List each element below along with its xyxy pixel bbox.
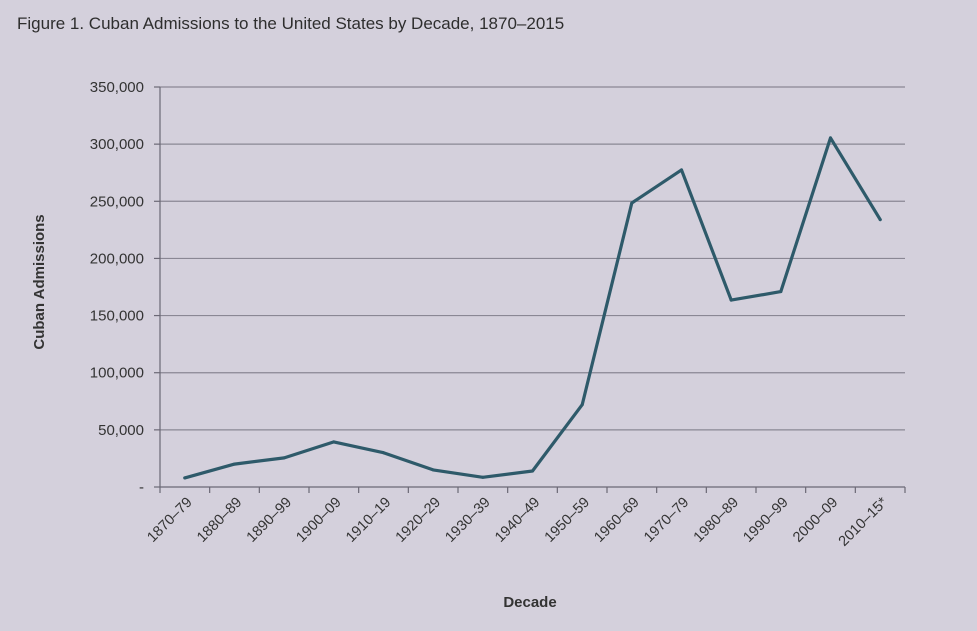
data-point (233, 462, 236, 466)
y-axis-title: Cuban Admissions (31, 214, 48, 349)
y-tick-label: 150,000 (90, 308, 144, 325)
data-point (829, 136, 832, 140)
y-tick-label: 250,000 (90, 193, 144, 210)
x-tick-label: 1910–19 (343, 495, 394, 546)
x-tick-label: 1980–89 (691, 495, 742, 546)
x-tick-label: 1930–39 (442, 495, 493, 546)
x-tick-label: 1870–79 (144, 495, 195, 546)
y-tick-label: 350,000 (90, 79, 144, 96)
x-tick-label: 1950–59 (542, 495, 593, 546)
data-point (282, 456, 286, 460)
x-tick-label: 1900–09 (293, 495, 344, 546)
x-tick-label: 1990–99 (740, 495, 791, 546)
data-point (183, 476, 187, 480)
x-tick-label: 1890–99 (244, 495, 295, 546)
data-point (332, 440, 336, 444)
x-tick-label: 1920–29 (393, 495, 444, 546)
data-point (729, 298, 733, 302)
data-point (382, 451, 385, 455)
x-tick-label: 1940–49 (492, 495, 543, 546)
data-point (630, 201, 634, 205)
y-tick-label: 200,000 (90, 250, 144, 267)
data-point (580, 403, 584, 407)
x-tick-label: 1970–79 (641, 495, 692, 546)
x-tick-label: 2000–09 (790, 495, 841, 546)
x-tick-label: 1960–69 (591, 495, 642, 546)
figure-title: Figure 1. Cuban Admissions to the United… (17, 14, 565, 33)
data-point (531, 469, 534, 473)
x-tick-labels: 1870–791880–891890–991900–091910–191920–… (144, 494, 891, 549)
y-tick-label: 300,000 (90, 136, 144, 153)
y-tick-label: - (139, 479, 144, 496)
axes (154, 86, 906, 493)
series-line (183, 136, 882, 480)
y-tick-labels: - 50,000 100,000 150,000 200,000 250,000 300,0… (90, 79, 144, 496)
x-tick-label: 1880–89 (194, 495, 245, 546)
x-axis-title: Decade (503, 594, 556, 611)
data-point (779, 290, 783, 294)
data-point (680, 168, 683, 172)
data-point (481, 475, 485, 479)
series (183, 136, 882, 480)
gridlines (160, 86, 905, 431)
data-point (878, 218, 882, 222)
y-tick-label: 100,000 (90, 365, 144, 382)
x-tick-label: 2010–15* (836, 494, 891, 549)
y-tick-label: 50,000 (98, 422, 144, 439)
data-point (431, 468, 435, 472)
